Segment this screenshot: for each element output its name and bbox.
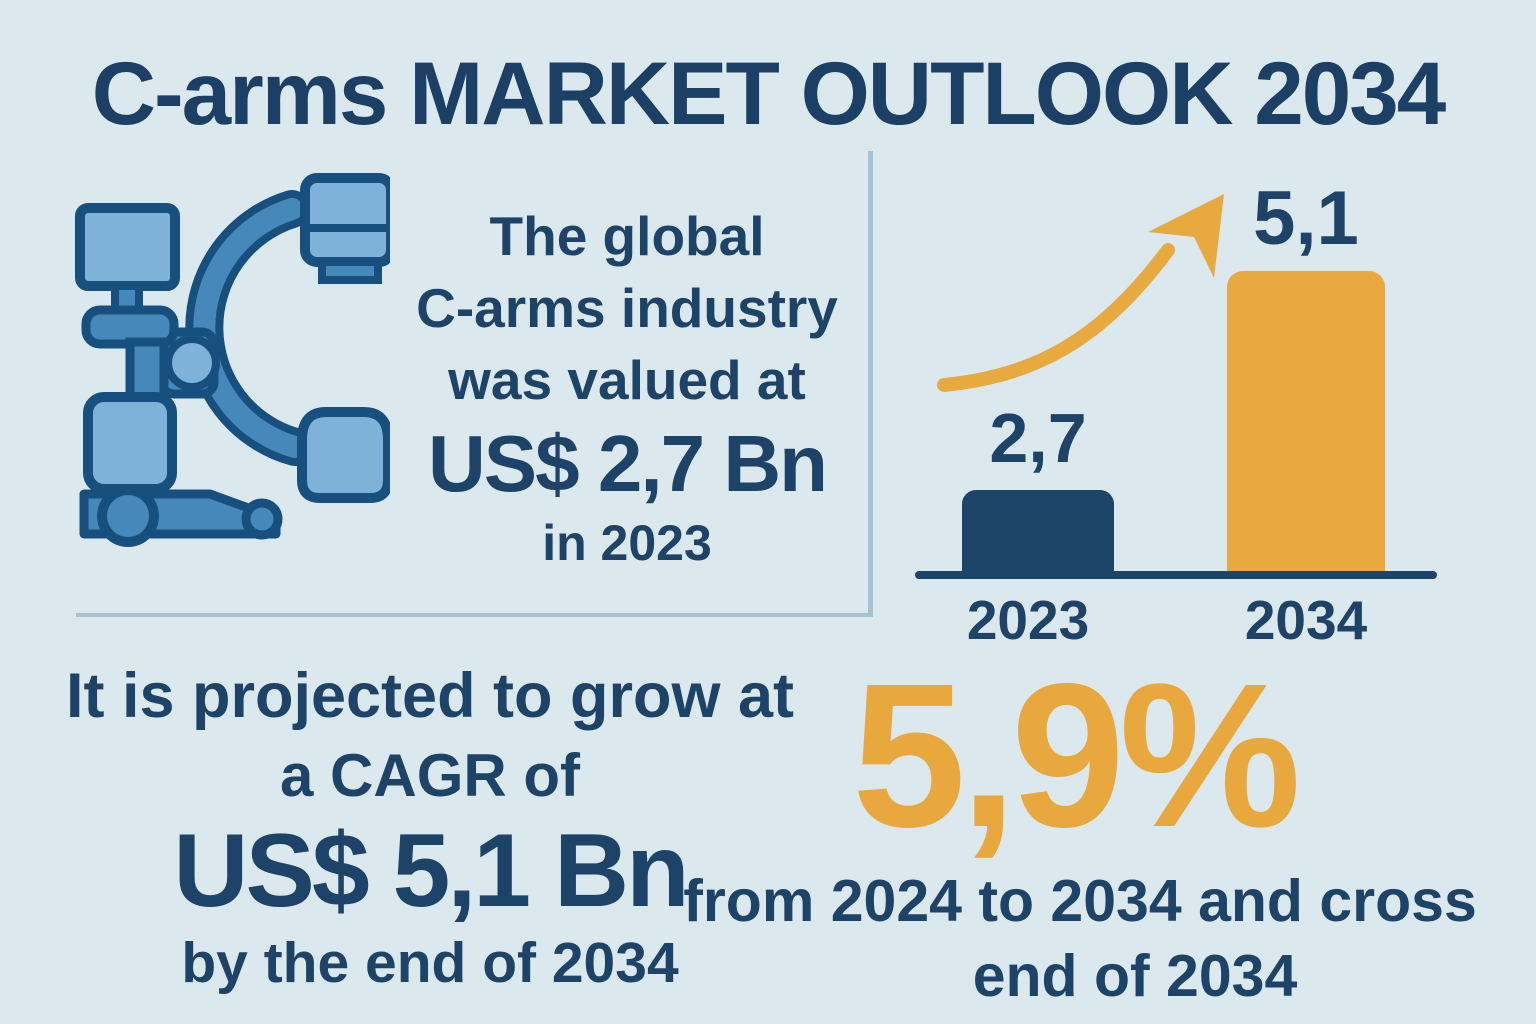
projected-value-2034: US$ 5,1 Bn (173, 813, 689, 929)
market-value-statement: The global C-arms industry was valued at… (392, 200, 862, 574)
bar-2034 (1227, 271, 1385, 571)
statement-line: in 2023 (542, 515, 712, 571)
bar-value-label: 2,7 (989, 399, 1087, 477)
bar-category-label: 2034 (1244, 589, 1368, 651)
bar-category-label: 2023 (966, 589, 1090, 651)
projection-statement: It is projected to grow at a CAGR of US$… (30, 660, 830, 996)
statement-line: C-arms industry (416, 277, 838, 339)
page-title: C-arms MARKET OUTLOOK 2034 (91, 43, 1447, 143)
section-divider (76, 151, 873, 617)
cagr-statement: from 2024 to 2034 and cross end of 2034 (680, 864, 1480, 1014)
chart-baseline (915, 571, 1437, 579)
statement-line: was valued at (448, 349, 806, 411)
market-value-2023: US$ 2,7 Bn (428, 419, 828, 508)
statement-line: The global (489, 205, 765, 267)
cagr-line: end of 2034 (972, 943, 1298, 1009)
projection-line: a CAGR of (280, 742, 580, 809)
c-arm-machine-icon (75, 173, 390, 547)
projection-line: by the end of 2034 (181, 931, 679, 995)
projection-line: It is projected to grow at (65, 661, 795, 731)
bar-2023 (962, 490, 1114, 571)
growth-arrow-icon (937, 194, 1224, 392)
cagr-line: from 2024 to 2034 and cross (683, 868, 1477, 934)
bar-value-label: 5,1 (1253, 176, 1359, 261)
cagr-percentage: 5,9% (852, 641, 1301, 870)
